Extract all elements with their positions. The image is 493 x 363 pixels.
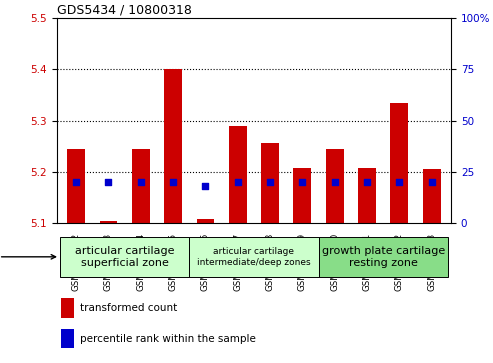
Text: GDS5434 / 10800318: GDS5434 / 10800318 bbox=[57, 4, 192, 17]
Text: articular cartilage
superficial zone: articular cartilage superficial zone bbox=[75, 246, 175, 268]
Text: transformed count: transformed count bbox=[80, 303, 177, 313]
Bar bbox=[358, 168, 376, 223]
Bar bbox=[390, 103, 408, 223]
Bar bbox=[293, 168, 311, 223]
Bar bbox=[67, 149, 85, 223]
Text: growth plate cartilage
resting zone: growth plate cartilage resting zone bbox=[321, 246, 445, 268]
Bar bbox=[61, 329, 74, 348]
Bar bbox=[100, 221, 117, 223]
FancyBboxPatch shape bbox=[60, 237, 189, 277]
Bar bbox=[132, 149, 150, 223]
Point bbox=[298, 179, 306, 185]
FancyBboxPatch shape bbox=[189, 237, 318, 277]
Point bbox=[395, 179, 403, 185]
Text: percentile rank within the sample: percentile rank within the sample bbox=[80, 334, 256, 344]
Point bbox=[169, 179, 177, 185]
FancyBboxPatch shape bbox=[318, 237, 448, 277]
Point bbox=[428, 179, 436, 185]
Bar bbox=[197, 219, 214, 223]
Point bbox=[202, 183, 210, 189]
Point bbox=[331, 179, 339, 185]
Point bbox=[363, 179, 371, 185]
Bar bbox=[423, 170, 441, 223]
Bar bbox=[229, 126, 246, 223]
Point bbox=[234, 179, 242, 185]
Bar bbox=[261, 143, 279, 223]
Text: tissue: tissue bbox=[0, 252, 56, 262]
Point bbox=[72, 179, 80, 185]
Bar bbox=[326, 149, 344, 223]
Text: articular cartilage
intermediate/deep zones: articular cartilage intermediate/deep zo… bbox=[197, 247, 311, 267]
Point bbox=[105, 179, 112, 185]
Bar bbox=[61, 298, 74, 318]
Point bbox=[266, 179, 274, 185]
Bar bbox=[164, 69, 182, 223]
Point bbox=[137, 179, 144, 185]
